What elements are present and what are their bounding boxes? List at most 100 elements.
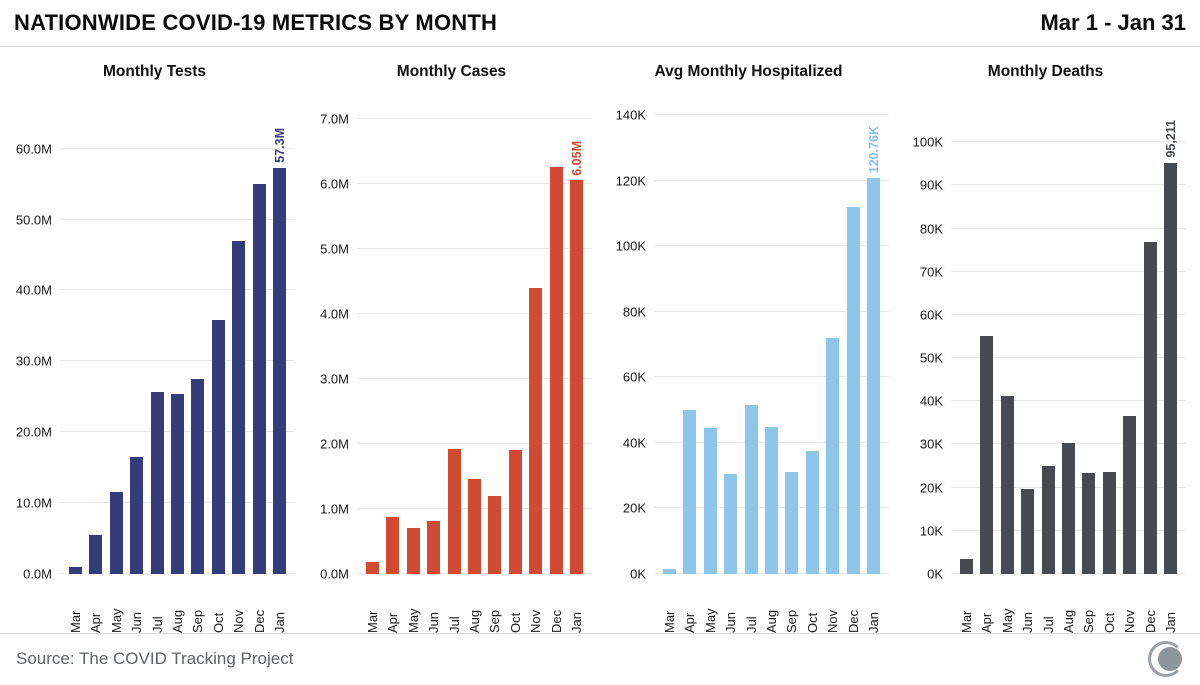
y-axis: 0.0M 10.0M 20.0M 30.0M 40.0M 50.0M 60.0M (6, 99, 60, 581)
x-axis-month-label: Mar (364, 610, 380, 633)
y-axis-tick-label: 2.0M (320, 436, 349, 452)
chart-body: 0.0M 10.0M 20.0M 30.0M 40.0M 50.0M 60.0M 57.3M (6, 99, 303, 582)
x-axis-slot: Aug (167, 574, 187, 633)
bar-slot-apr (976, 99, 996, 574)
bar-jan (570, 180, 584, 574)
x-axis-month-label: Sep (190, 609, 206, 633)
bar-sep (488, 495, 502, 574)
bars-group: 120.76K (654, 99, 889, 574)
bar-slot-nov (1120, 99, 1140, 574)
bar-slot-dec (843, 99, 863, 574)
x-axis-month-label: Dec (251, 609, 267, 633)
gridline (60, 360, 295, 362)
bar-sep (1082, 472, 1096, 574)
y-axis-tick-label: 100K (912, 134, 943, 150)
x-axis-slot: Apr (382, 574, 402, 633)
bar-aug (170, 393, 184, 574)
x-axis-slot: May (997, 574, 1017, 633)
y-axis-tick-label: 140K (615, 107, 646, 123)
bar-nov (1123, 415, 1137, 574)
x-axis-month-label: May (702, 608, 718, 633)
bar-aug (467, 479, 481, 574)
x-axis: Mar Apr May Jun Jul Aug Sep Oct Nov Dec Jan (60, 574, 295, 633)
x-axis-month-label: Dec (1142, 609, 1158, 633)
y-axis-tick-label: 1.0M (320, 501, 349, 517)
x-axis-slot: Apr (85, 574, 105, 633)
y-axis-tick-label: 7.0M (320, 111, 349, 127)
x-axis-month-label: Jun (129, 612, 145, 633)
y-axis-tick-label: 3.0M (320, 371, 349, 387)
y-axis-tick-label: 120K (615, 173, 646, 189)
bar-may (406, 528, 420, 574)
x-axis-slot: Jun (1017, 574, 1037, 633)
gridline (654, 114, 889, 116)
x-axis-row: Mar Apr May Jun Jul Aug Sep Oct Nov Dec Jan (6, 574, 303, 633)
x-axis-slot: Sep (188, 574, 208, 633)
x-axis-slot: Jul (741, 574, 761, 633)
y-axis-tick-label: 100K (615, 238, 646, 254)
x-axis-month-label: Nov (1122, 609, 1138, 633)
bar-nov (826, 338, 840, 574)
y-axis: 0K 20K 40K 60K 80K 100K 120K 140K (600, 99, 654, 582)
bar-slot-aug (167, 99, 187, 574)
bar-slot-jan: 120.76K (864, 99, 884, 574)
chart-panel: Monthly Tests 0.0M 10.0M 20.0M 30.0M 40.0M 50… (6, 47, 303, 633)
gridline (357, 182, 592, 184)
bar-slot-oct (208, 99, 228, 574)
x-axis-slot: Oct (1099, 574, 1119, 633)
bar-slot-dec (1140, 99, 1160, 574)
gridline (654, 245, 889, 247)
x-axis-slot: Aug (464, 574, 484, 633)
gridline (357, 377, 592, 379)
bar-slot-may (403, 99, 423, 574)
x-axis-slot: May (403, 574, 423, 633)
y-axis-tick-label: 30K (919, 436, 943, 452)
x-axis-slot: Mar (65, 574, 85, 633)
gridline (951, 227, 1186, 229)
bar-slot-jul (147, 99, 167, 574)
bar-mar (662, 569, 676, 574)
x-axis-month-label: Jul (1040, 616, 1056, 633)
bar-slot-jan: 95,211 (1161, 99, 1181, 574)
x-axis-slot: Dec (546, 574, 566, 633)
y-axis-tick-label: 10K (919, 523, 943, 539)
bar-apr (980, 335, 994, 574)
bar-nov (529, 287, 543, 574)
x-axis-row: Mar Apr May Jun Jul Aug Sep Oct Nov Dec Jan (897, 574, 1194, 633)
bar-may (1000, 396, 1014, 574)
x-axis-month-label: May (999, 608, 1015, 633)
bar-mar (365, 561, 379, 574)
x-axis-month-label: Nov (825, 609, 841, 633)
x-axis-month-label: May (108, 608, 124, 633)
y-axis-tick-label: 10.0M (15, 495, 52, 511)
x-axis-slot: Jan (864, 574, 884, 633)
bar-slot-jun (423, 99, 443, 574)
x-axis-slot: Nov (229, 574, 249, 633)
x-axis-slot: Mar (956, 574, 976, 633)
x-axis-slot: Jul (1038, 574, 1058, 633)
gridline (654, 376, 889, 378)
x-axis-slot: Jan (567, 574, 587, 633)
gridline (357, 247, 592, 249)
bar-slot-dec (249, 99, 269, 574)
bar-jan (1164, 162, 1178, 574)
bar-apr (386, 516, 400, 574)
y-axis-tick-label: 60.0M (15, 141, 52, 157)
gridline (60, 289, 295, 291)
logo-disc (1158, 647, 1182, 671)
x-axis-month-label: Apr (979, 612, 995, 633)
x-axis-month-label: Jun (426, 612, 442, 633)
x-axis-spacer (6, 574, 60, 633)
x-axis-slot: Apr (976, 574, 996, 633)
bar-slot-apr (382, 99, 402, 574)
bar-slot-aug (761, 99, 781, 574)
bar-jun (1021, 488, 1035, 574)
x-axis-slot: Dec (249, 574, 269, 633)
bar-slot-mar (362, 99, 382, 574)
bar-slot-jul (741, 99, 761, 574)
bar-slot-nov (526, 99, 546, 574)
bar-value-label: 120.76K (866, 126, 881, 174)
bar-dec (1143, 241, 1157, 574)
x-axis-slot: Nov (823, 574, 843, 633)
x-axis-month-label: Jul (446, 616, 462, 633)
